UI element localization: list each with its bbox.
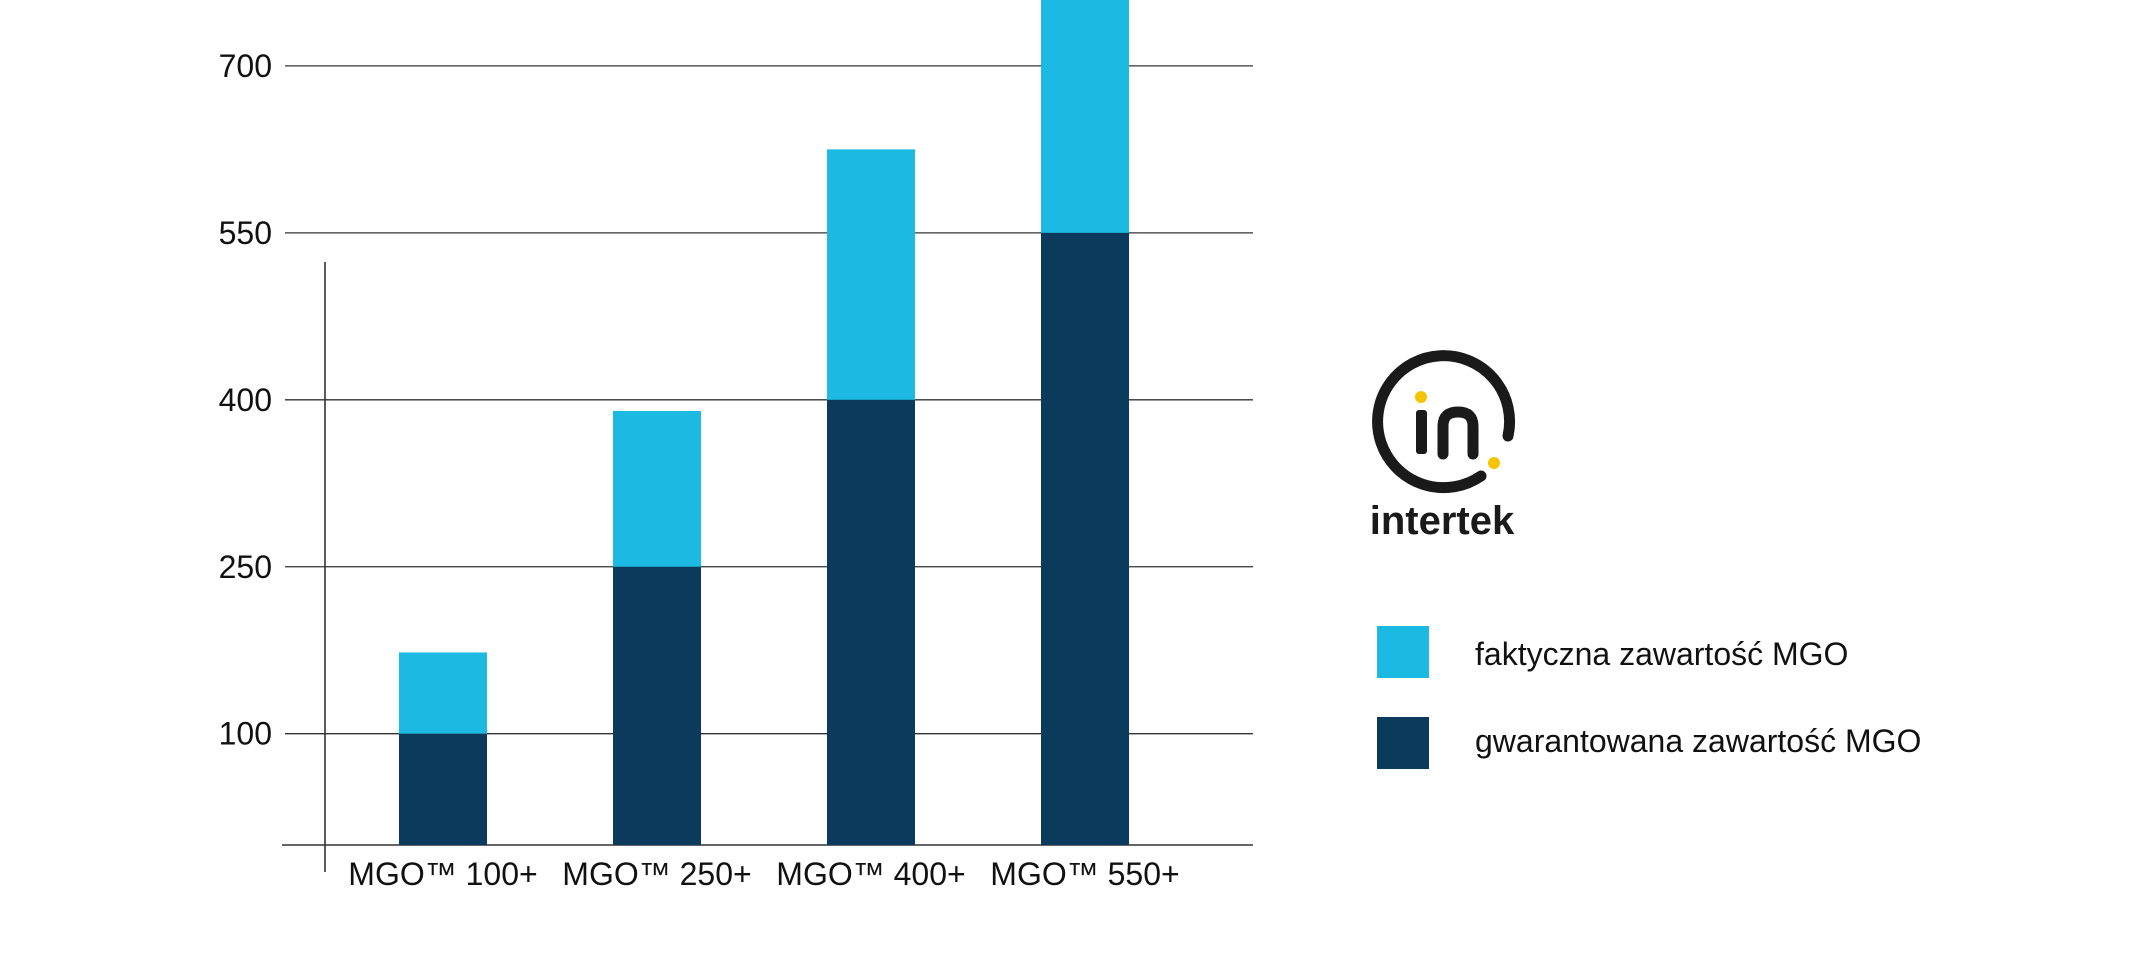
x-category-label: MGO™ 400+ bbox=[776, 856, 965, 892]
legend-label-actual: faktyczna zawartość MGO bbox=[1475, 636, 1848, 672]
x-category-label: MGO™ 100+ bbox=[348, 856, 537, 892]
intertek-logo-wordmark: intertek bbox=[1370, 499, 1515, 543]
intertek-logo: intertek bbox=[1370, 350, 1516, 543]
y-tick-label: 250 bbox=[219, 549, 272, 585]
y-tick-label: 100 bbox=[219, 716, 272, 752]
y-tick-labels: 100 250 400 550 700 bbox=[219, 48, 272, 752]
bar-guaranteed-4 bbox=[1041, 232, 1129, 846]
legend: faktyczna zawartość MGO gwarantowana zaw… bbox=[1377, 626, 1921, 769]
legend-swatch-actual bbox=[1377, 626, 1429, 678]
intertek-logo-icon bbox=[1372, 350, 1516, 494]
bar-guaranteed-2 bbox=[613, 566, 701, 845]
legend-swatch-guaranteed bbox=[1377, 717, 1429, 769]
y-tick-label: 700 bbox=[219, 48, 272, 84]
bar-actual-2 bbox=[613, 410, 701, 567]
legend-label-guaranteed: gwarantowana zawartość MGO bbox=[1475, 723, 1921, 759]
y-tick-label: 400 bbox=[219, 382, 272, 418]
legend-item-guaranteed: gwarantowana zawartość MGO bbox=[1377, 717, 1921, 769]
bar-guaranteed-1 bbox=[399, 733, 487, 845]
legend-item-actual: faktyczna zawartość MGO bbox=[1377, 626, 1848, 678]
bars bbox=[399, 0, 1129, 846]
y-tick-label: 550 bbox=[219, 215, 272, 251]
bar-actual-4 bbox=[1041, 0, 1129, 233]
bar-actual-3 bbox=[827, 149, 915, 400]
x-category-label: MGO™ 250+ bbox=[562, 856, 751, 892]
x-category-label: MGO™ 550+ bbox=[990, 856, 1179, 892]
bar-guaranteed-3 bbox=[827, 399, 915, 845]
x-category-labels: MGO™ 100+ MGO™ 250+ MGO™ 400+ MGO™ 550+ bbox=[348, 856, 1179, 892]
bar-actual-1 bbox=[399, 652, 487, 734]
